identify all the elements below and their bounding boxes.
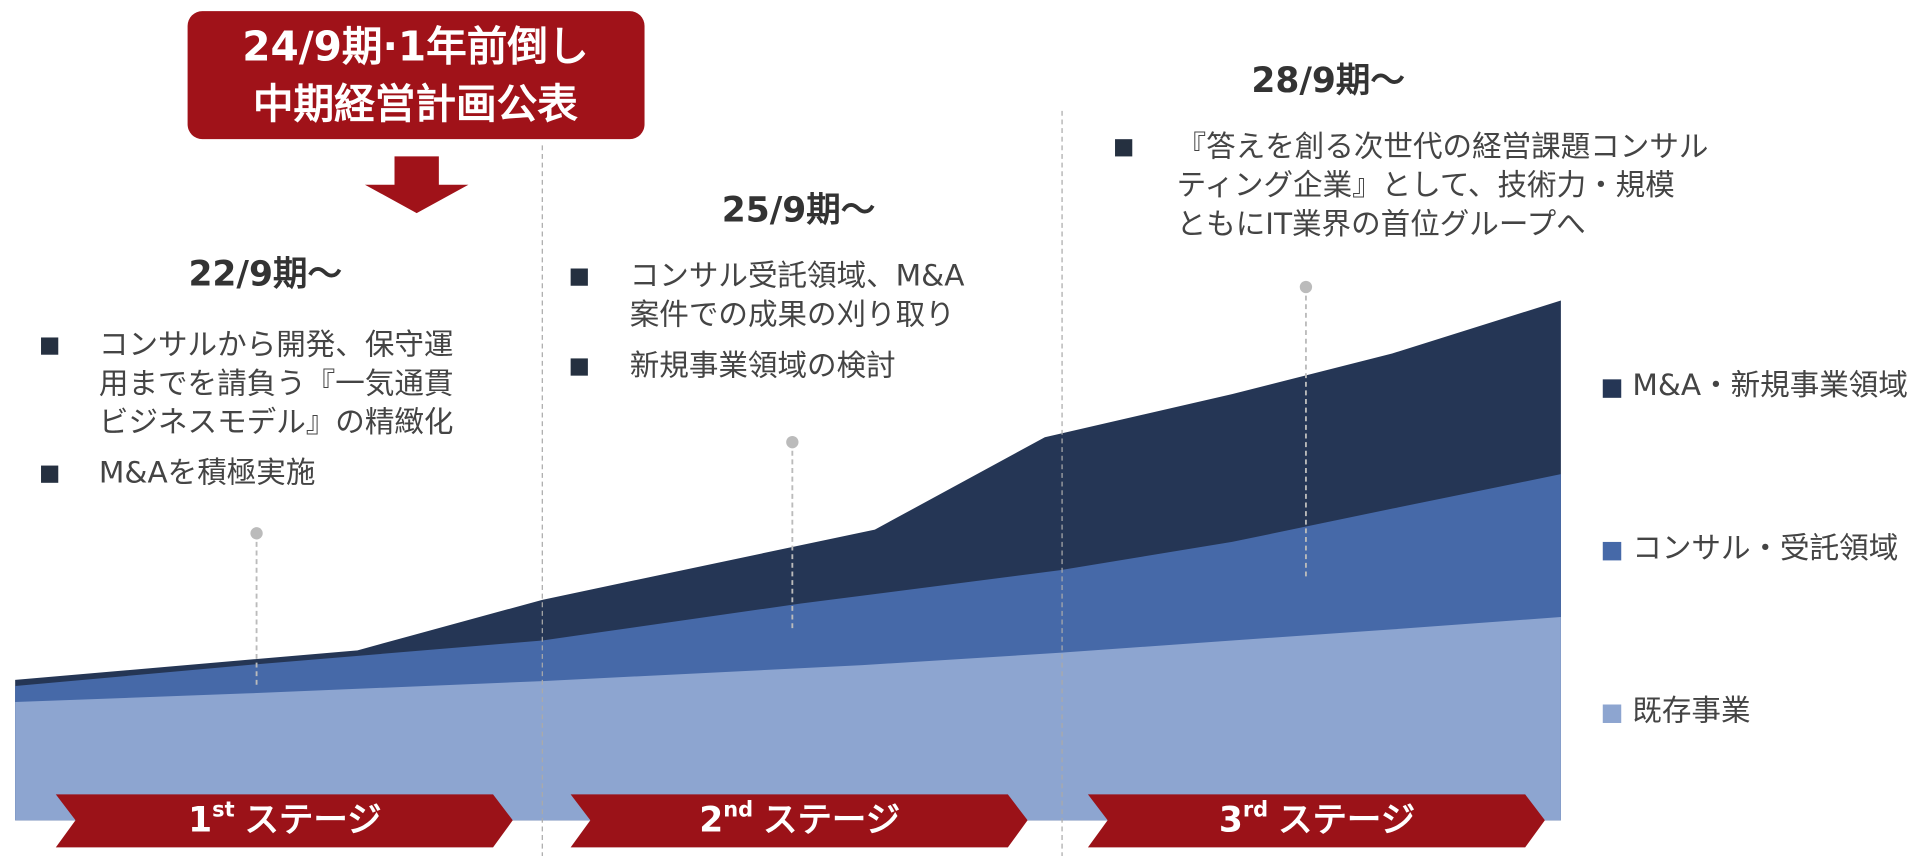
bullet-text: コンサルから開発、保守運 (99, 328, 454, 362)
area-existing (15, 617, 1561, 821)
callout-box (187, 11, 645, 140)
stage-suffix: st (212, 797, 234, 821)
bullet-text: ビジネスモデル』の精緻化 (99, 405, 454, 439)
bullet-text: 案件での成果の刈り取り (630, 297, 955, 331)
stage-label: 2nd ステージ (699, 797, 900, 840)
stage-suffix: nd (723, 797, 753, 821)
legend-swatch (1602, 541, 1622, 561)
stage-word: ステージ (1278, 800, 1415, 840)
bullet-text: コンサル受託領域、M&A (630, 259, 965, 293)
callout-line: 中期経営計画公表 (253, 80, 578, 128)
bullet-marker (570, 358, 588, 376)
stage-banner (570, 794, 1028, 848)
bullet-marker (41, 337, 59, 355)
legend-label: M&A・新規事業領域 (1632, 368, 1908, 402)
stage-number: 1 (188, 800, 212, 840)
bullet-text: ともにIT業界の首位グループへ (1177, 207, 1586, 241)
stage-word: ステージ (244, 800, 381, 840)
stage-banners: 1st ステージ 2nd ステージ 3rd ステージ (55, 794, 1545, 848)
period: 25/9期〜 (722, 190, 875, 230)
legend-swatch (1602, 379, 1622, 398)
legend-label: コンサル・受託領域 (1632, 531, 1898, 565)
bullet-marker (41, 465, 59, 483)
bullet-text: 新規事業領域の検討 (630, 349, 896, 383)
stage-word: ステージ (763, 800, 900, 840)
stage-suffix: rd (1243, 797, 1268, 821)
callout-line: 24/9期·1年前倒し (242, 22, 588, 70)
stage-number: 2 (699, 800, 723, 840)
pointer (255, 286, 1307, 685)
bullet-text: ティング企業』として、技術力・規模 (1177, 168, 1675, 202)
stage-number: 3 (1219, 800, 1243, 840)
stage-label: 3rd ステージ (1219, 797, 1415, 840)
legend-swatch (1602, 704, 1622, 723)
bullet-text: 『答えを創る次世代の経営課題コンサル (1177, 129, 1709, 163)
bullet-text: 用までを請負う『一気通貫 (99, 366, 454, 400)
stage-banner (1087, 794, 1545, 848)
bullet-marker (570, 268, 588, 286)
pointer-dot (250, 280, 1313, 540)
bullet-marker (1115, 139, 1133, 157)
callout-arrow (364, 156, 469, 214)
period: 28/9期〜 (1251, 61, 1404, 101)
stage-banner (55, 794, 513, 848)
bullet-text: M&Aを積極実施 (99, 456, 315, 490)
period: 22/9期〜 (188, 254, 341, 294)
legend-label: 既存事業 (1632, 693, 1750, 727)
stage-label: 1st ステージ (188, 797, 381, 840)
